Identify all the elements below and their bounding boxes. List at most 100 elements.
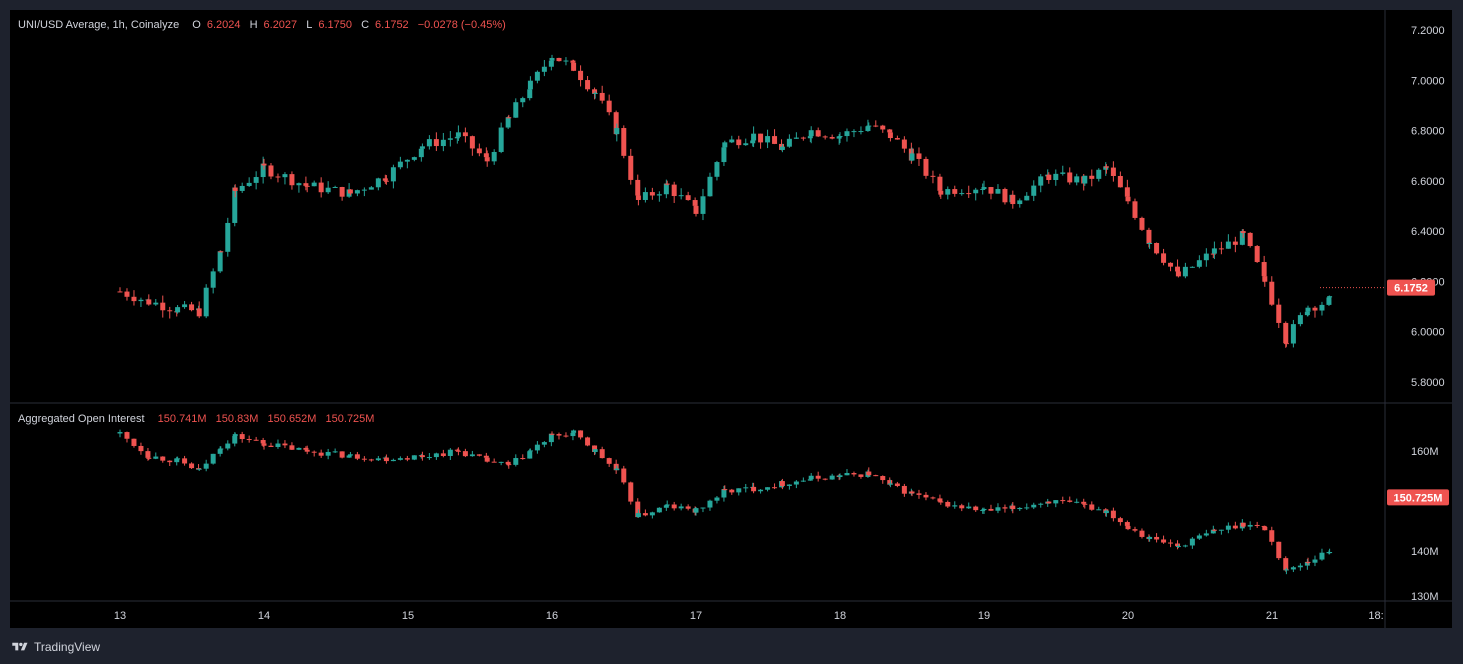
price-candle [693, 205, 699, 214]
price-candle [131, 296, 137, 302]
price-candle [462, 132, 468, 137]
oi-candle [937, 498, 943, 502]
oi-candle [909, 491, 915, 494]
price-candle [656, 194, 662, 196]
oi-candle [275, 443, 281, 447]
price-candle [1031, 185, 1037, 196]
price-candle [210, 271, 216, 288]
symbol-label[interactable]: UNI/USD Average, 1h, Coinalyze [18, 19, 180, 31]
oi-candle [534, 444, 540, 451]
oi-candle [793, 481, 799, 485]
oi-candle [1031, 504, 1037, 508]
oi-candle [1283, 569, 1289, 571]
oi-candle [1203, 533, 1209, 536]
price-candle [246, 182, 252, 186]
oi-candle [167, 460, 173, 463]
oi-candle [1211, 529, 1217, 531]
price-candle [808, 130, 814, 137]
price-candle [938, 190, 944, 195]
oi-candle [1175, 546, 1181, 548]
oi-candle [174, 458, 180, 463]
price-candle [1283, 322, 1289, 344]
chart-frame[interactable]: 7.20007.00006.80006.60006.40006.20006.00… [10, 10, 1452, 628]
oi-candle [1196, 535, 1202, 539]
oi-candle [1290, 567, 1296, 570]
oi-tick-label: 140M [1411, 546, 1439, 558]
oi-candle [822, 478, 828, 480]
chart-svg[interactable]: 7.20007.00006.80006.60006.40006.20006.00… [10, 10, 1452, 628]
oi-candle [736, 488, 742, 493]
oi-candle [124, 432, 130, 439]
price-candle [527, 89, 533, 99]
oi-value-4: 150.725M [325, 413, 375, 425]
oi-candle [232, 436, 238, 444]
oi-candle [1074, 501, 1080, 503]
oi-candle [981, 508, 987, 511]
oi-candle [318, 452, 324, 456]
oi-candle [189, 463, 195, 469]
time-tick-label: 19 [978, 610, 990, 622]
oi-candle [1225, 525, 1231, 530]
price-candle [160, 302, 166, 311]
oi-candle [1103, 510, 1109, 514]
oi-candle [462, 451, 468, 457]
price-candle [1210, 253, 1216, 255]
oi-candle [1283, 558, 1289, 571]
price-candle [311, 182, 317, 187]
price-candle [268, 165, 274, 177]
oi-candle [404, 458, 410, 460]
price-candle [1261, 262, 1267, 277]
oi-candle [303, 447, 309, 450]
oi-candle [1168, 542, 1174, 544]
price-candle [628, 155, 634, 180]
time-tick-label: 15 [402, 610, 414, 622]
oi-candle [548, 433, 554, 443]
oi-candle [808, 475, 814, 480]
price-candle [1024, 195, 1030, 201]
oi-candle [649, 512, 655, 516]
oi-candle [621, 468, 627, 483]
time-tick-label: 17 [690, 610, 702, 622]
price-candle [736, 139, 742, 146]
price-candle [556, 57, 562, 62]
oi-candle [375, 458, 381, 461]
tradingview-logo-icon [12, 642, 28, 651]
oi-candle [145, 451, 151, 458]
price-candle [1147, 242, 1153, 244]
price-candle [722, 142, 728, 148]
price-candle [750, 140, 756, 144]
price-candle [146, 299, 152, 305]
price-candle [520, 98, 526, 103]
oi-candle [433, 453, 439, 458]
oi-candle [592, 449, 598, 452]
oi-candle [693, 508, 699, 513]
price-candle [664, 183, 670, 185]
price-candle [909, 153, 915, 161]
price-candle [182, 304, 188, 308]
oi-candle [786, 484, 792, 486]
price-candle [1175, 266, 1181, 272]
oi-candle [332, 451, 338, 453]
oi-candle [873, 475, 879, 477]
tradingview-branding[interactable]: TradingView [10, 637, 100, 657]
price-candle [1146, 229, 1152, 244]
price-candle [498, 127, 504, 152]
oi-legend: Aggregated Open Interest 150.741M 150.83… [18, 413, 380, 425]
price-candle [570, 60, 576, 63]
price-tick-label: 6.4000 [1411, 226, 1445, 238]
oi-candle [923, 494, 929, 498]
price-candle [1196, 260, 1202, 267]
price-candle [303, 183, 309, 186]
oi-candle [1297, 565, 1303, 568]
price-candle [1283, 343, 1289, 345]
oi-name[interactable]: Aggregated Open Interest [18, 413, 145, 425]
oi-candle [491, 461, 497, 463]
oi-candle [952, 505, 958, 507]
oi-candle [1262, 526, 1268, 531]
price-candle [218, 251, 224, 253]
price-candle [1089, 175, 1095, 179]
price-candle [347, 189, 353, 194]
price-candle [671, 184, 677, 197]
time-tick-label: 20 [1122, 610, 1134, 622]
open-value: 6.2024 [206, 19, 241, 31]
